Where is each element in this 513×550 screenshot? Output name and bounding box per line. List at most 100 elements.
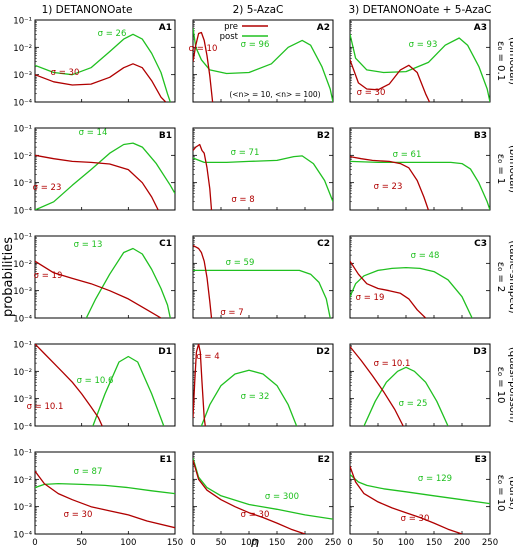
x-tick-label: 50 (216, 538, 227, 548)
y-tick-label: 10⁻³ (13, 503, 32, 513)
y-tick-label: 10⁻⁴ (13, 423, 32, 433)
panel-a1: 10⁻⁴ 10⁻³ 10⁻² 10⁻¹ A1 σ = 26 σ = 30 (13, 17, 176, 109)
column-title: 1) DETANONOate (42, 4, 133, 16)
y-tick-label: 10⁻³ (13, 71, 32, 81)
y-tick-label: 10⁻¹ (13, 17, 32, 27)
pre-sigma-label: σ = 10.1 (374, 359, 411, 369)
y-tick-label: 10⁻⁴ (13, 99, 32, 109)
pre-curve (35, 260, 162, 318)
panel-frame (34, 19, 176, 103)
post-sigma-label: σ = 32 (241, 392, 270, 402)
x-tick-label: 100 (120, 538, 136, 548)
x-tick-label: 50 (373, 538, 384, 548)
panel-frame (192, 127, 334, 211)
panel-b3: B3 σ = 61 σ = 23 (349, 127, 491, 211)
legend-label-pre: pre (224, 22, 238, 32)
pre-sigma-label: σ = 19 (34, 271, 63, 281)
panel-id-label: D1 (158, 347, 172, 357)
panel-id-label: B1 (159, 131, 172, 141)
row-type-label: (burst) (507, 476, 513, 510)
post-curve (193, 28, 333, 102)
x-tick-label: 0 (190, 538, 195, 548)
pre-sigma-label: σ = 30 (401, 514, 430, 524)
pre-curve (193, 143, 213, 210)
pre-curve (193, 244, 213, 318)
post-sigma-label: σ = 25 (399, 399, 428, 409)
y-tick-label: 10⁻¹ (13, 233, 32, 243)
pre-sigma-label: σ = 10.1 (27, 402, 64, 412)
pre-curve (193, 31, 214, 102)
panel-frame (34, 235, 176, 319)
panel-id-label: C3 (474, 239, 487, 249)
pre-sigma-label: σ = 19 (356, 293, 385, 303)
panel-id-label: C2 (317, 239, 330, 249)
mean-annotation: (<n> = 10, <n> = 100) (229, 90, 320, 99)
post-curve (350, 266, 473, 318)
post-curve (193, 155, 333, 203)
post-sigma-label: σ = 26 (98, 29, 127, 39)
x-tick-label: 100 (398, 538, 414, 548)
row-type-label: (bimodal) (507, 145, 513, 193)
panel-frame (192, 451, 334, 535)
column-title: 2) 5-AzaC (233, 4, 284, 16)
post-sigma-label: σ = 87 (74, 467, 103, 477)
panel-id-label: E3 (475, 455, 487, 465)
y-tick-label: 10⁻³ (13, 179, 32, 189)
x-tick-label: 250 (482, 538, 498, 548)
pre-sigma-label: σ = 30 (64, 510, 93, 520)
panel-frame (349, 127, 491, 211)
x-tick-label: 200 (454, 538, 470, 548)
panel-id-label: C1 (159, 239, 172, 249)
x-tick-label: 0 (32, 538, 37, 548)
pre-curve (35, 154, 159, 210)
x-tick-label: 100 (241, 538, 257, 548)
post-sigma-label: σ = 14 (79, 128, 108, 138)
post-sigma-label: σ = 59 (226, 258, 255, 268)
y-tick-label: 10⁻¹ (13, 449, 32, 459)
pre-sigma-label: σ = 10 (189, 44, 218, 54)
panel-frame (34, 343, 176, 427)
panel-b2: B2 σ = 71 σ = 8 (192, 127, 334, 211)
post-curve (350, 474, 490, 505)
post-sigma-label: σ = 13 (74, 240, 103, 250)
panel-frame (192, 235, 334, 319)
y-tick-label: 10⁻⁴ (13, 207, 32, 217)
panel-frame (192, 343, 334, 427)
x-tick-label: 150 (426, 538, 442, 548)
post-curve (35, 482, 175, 495)
pre-curve (350, 466, 463, 534)
y-tick-label: 10⁻⁴ (13, 315, 32, 325)
panel-c3: C3 σ = 48 σ = 19 (349, 235, 491, 319)
pre-curve (193, 344, 206, 426)
panel-frame (349, 451, 491, 535)
pre-sigma-label: σ = 8 (231, 195, 254, 205)
panel-a2: A2 σ = 96 σ = 10 (<n> = 10, <n> = 100) prepo… (189, 19, 334, 103)
panel-id-label: D2 (316, 347, 330, 357)
post-curve (363, 366, 449, 426)
post-curve (35, 33, 171, 102)
post-sigma-label: σ = 96 (241, 40, 270, 50)
row-eps-label: ε₀ = 0.1 (495, 41, 506, 81)
x-axis-label: n (251, 535, 260, 550)
panel-frame (349, 235, 491, 319)
post-curve (193, 269, 331, 318)
y-tick-label: 10⁻² (13, 152, 32, 162)
post-sigma-label: σ = 300 (265, 492, 299, 502)
post-curve (35, 142, 175, 210)
panel-id-label: D3 (473, 347, 487, 357)
post-sigma-label: σ = 93 (409, 40, 438, 50)
post-sigma-label: σ = 61 (393, 150, 422, 160)
pre-curve (35, 63, 167, 102)
pre-curve (350, 155, 430, 210)
pre-sigma-label: σ = 4 (196, 352, 219, 362)
row-type-label: (table-shaped) (507, 240, 513, 313)
pre-curve (350, 346, 404, 426)
post-sigma-label: σ = 71 (231, 148, 260, 158)
panel-id-label: B2 (317, 131, 330, 141)
y-tick-label: 10⁻² (13, 368, 32, 378)
post-curve (85, 247, 171, 318)
panel-d1: 10⁻⁴ 10⁻³ 10⁻² 10⁻¹ D1 σ = 10.6 σ = 10.1 (13, 341, 176, 433)
pre-sigma-label: σ = 23 (374, 182, 403, 192)
